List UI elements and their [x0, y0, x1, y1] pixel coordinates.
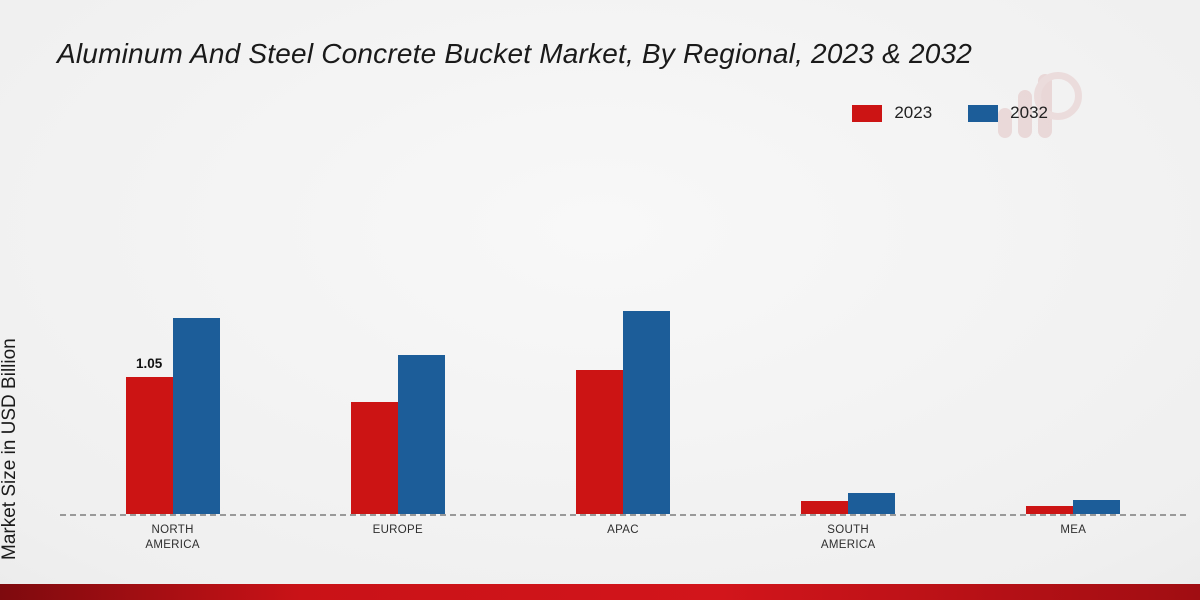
- legend-item-2032: 2032: [968, 103, 1048, 123]
- chart-title: Aluminum And Steel Concrete Bucket Marke…: [57, 38, 973, 69]
- bar-2032-europe: [397, 355, 445, 514]
- bar-group-mea: MEA: [1026, 228, 1121, 536]
- category-label: EUROPE: [372, 524, 423, 536]
- watermark-circle-icon: [1034, 72, 1082, 120]
- bars: 1.05: [125, 318, 220, 514]
- bar-group-south-america: SOUTH AMERICA: [801, 228, 896, 551]
- watermark-bar-icon: [998, 108, 1012, 138]
- bar-2032-north-america: [172, 318, 220, 514]
- bar-2032-apac: [622, 311, 670, 514]
- plot-area: 1.05 NORTH AMERICA EUROPE APAC SOUTH AMERICA…: [60, 228, 1186, 551]
- bar-2032-mea: [1073, 500, 1121, 514]
- category-label: MEA: [1060, 524, 1087, 536]
- legend-label-2032: 2032: [1010, 103, 1048, 122]
- y-axis-label: Market Size in USD Billion: [0, 338, 20, 560]
- category-label: APAC: [607, 524, 639, 536]
- bar-group-apac: APAC: [575, 228, 670, 536]
- bar-2023-apac: [575, 370, 623, 514]
- bar-2023-south-america: [801, 501, 849, 514]
- bar-2023-north-america: 1.05: [125, 356, 173, 514]
- bar-value-label: 1.05: [135, 356, 163, 371]
- bars: [575, 311, 670, 514]
- category-label: SOUTH AMERICA: [820, 524, 876, 551]
- category-label: NORTH AMERICA: [145, 524, 200, 551]
- legend: 2023 2032: [852, 103, 1048, 123]
- watermark-logo-icon: [992, 68, 1082, 146]
- bar-2023-mea: [1026, 506, 1074, 514]
- bar-group-europe: EUROPE: [350, 228, 445, 536]
- bars: [1026, 500, 1121, 514]
- legend-swatch-2023-icon: [852, 104, 883, 122]
- bars: [350, 355, 445, 514]
- legend-item-2023: 2023: [852, 103, 932, 123]
- footer-accent-band: [0, 584, 1200, 600]
- bar-2032-south-america: [848, 493, 896, 514]
- legend-swatch-2032-icon: [968, 104, 999, 122]
- bars: [801, 493, 896, 514]
- bar-2023-europe: [350, 402, 398, 514]
- watermark-bar-icon: [1018, 90, 1032, 138]
- bar-group-north-america: 1.05 NORTH AMERICA: [125, 228, 220, 551]
- legend-label-2023: 2023: [894, 103, 933, 122]
